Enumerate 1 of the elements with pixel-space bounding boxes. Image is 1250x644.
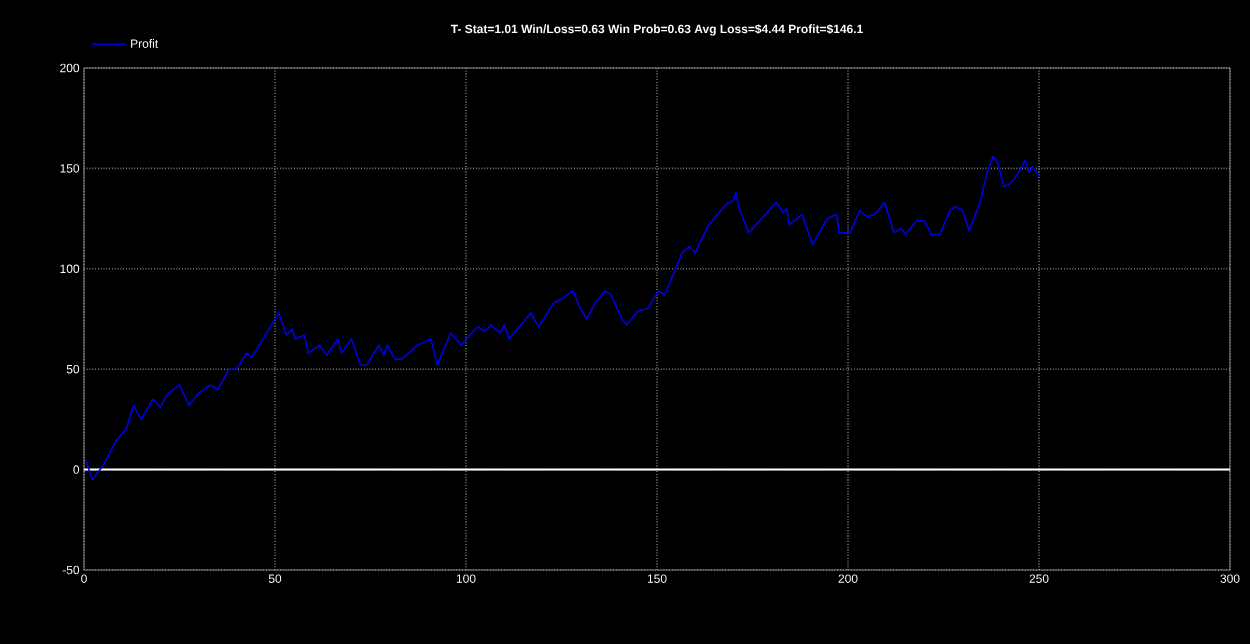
line-series [84, 155, 1040, 481]
